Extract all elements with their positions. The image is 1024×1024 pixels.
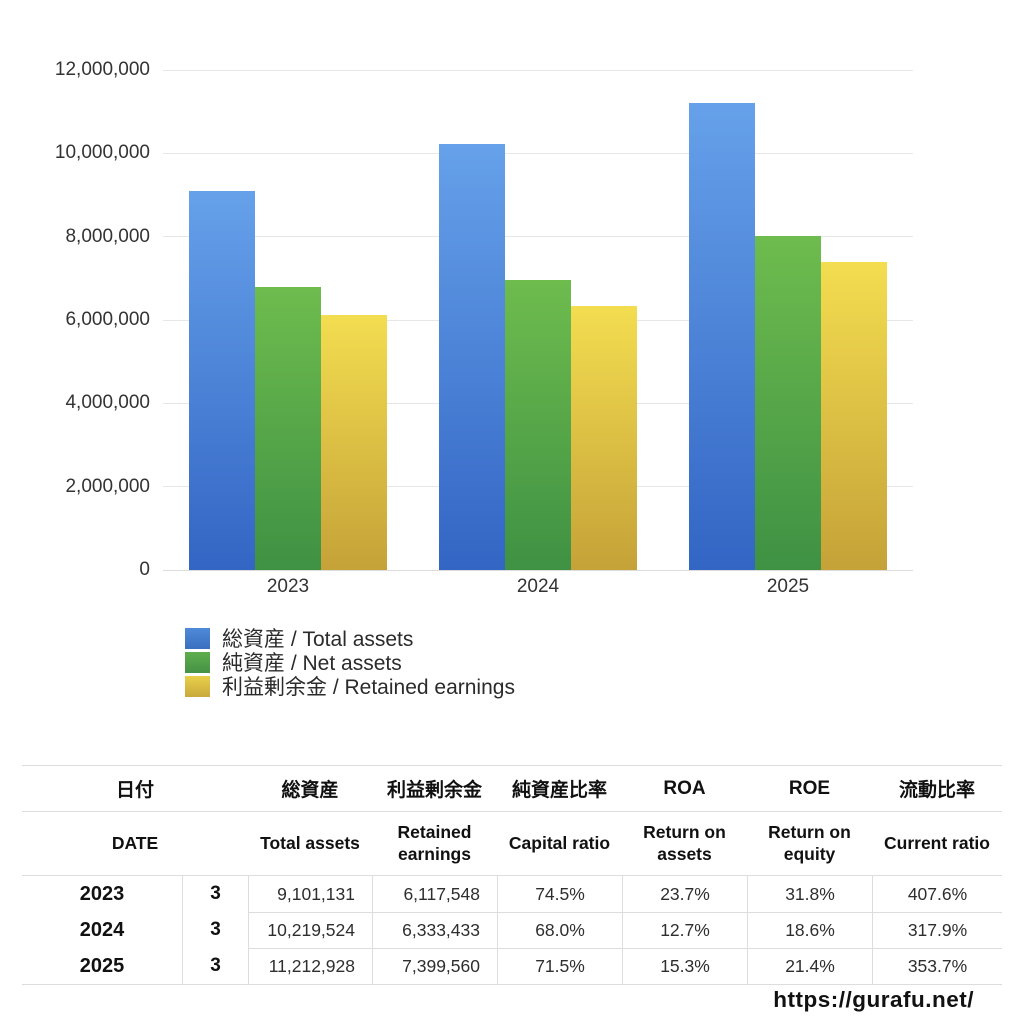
bar-retained-earnings-2023 [321, 315, 387, 570]
cell-total-assets: 11,212,928 [248, 948, 372, 984]
header-roe-jp: ROE [788, 777, 831, 799]
cell-current-ratio: 407.6% [872, 876, 1002, 912]
y-axis-tick-label: 4,000,000 [65, 392, 150, 414]
cell-year: 2025 [79, 954, 125, 977]
cell-roe: 18.6% [747, 912, 872, 948]
cell-year: 2024 [79, 918, 125, 941]
x-axis-label-2024: 2024 [516, 576, 560, 597]
legend-swatch-net-assets [185, 651, 210, 673]
x-axis-label-2025: 2025 [766, 576, 810, 597]
cell-capital-ratio: 74.5% [497, 876, 622, 912]
gridline-10000000 [163, 152, 913, 154]
cell-roa: 15.3% [622, 948, 747, 984]
table-row-2023: 2023 3 9,101,131 6,117,548 74.5% 23.7% 31.8% 40… [22, 876, 1002, 912]
bar-retained-earnings-2025 [821, 261, 887, 570]
cell-roe: 31.8% [747, 876, 872, 912]
cell-retained-earnings: 7,399,560 [372, 948, 497, 984]
bar-net-assets-2025 [755, 235, 821, 570]
header-capital-ratio-jp: 純資産比率 [511, 780, 607, 801]
bar-net-assets-2024 [505, 280, 571, 570]
legend-item-net-assets: 純資産 / Net assets [185, 650, 515, 675]
header-roa-jp: ROA [663, 777, 706, 799]
cell-retained-earnings: 6,333,433 [372, 912, 497, 948]
cell-roa: 12.7% [622, 912, 747, 948]
legend-label-total-assets: 総資産 / Total assets [222, 628, 414, 651]
header-total-assets-en: Total assets [260, 832, 360, 853]
chart-legend: 総資産 / Total assets 純資産 / Net assets 利益剰余… [185, 626, 515, 699]
legend-swatch-total-assets [185, 627, 210, 649]
cell-roa: 23.7% [622, 876, 747, 912]
cell-year: 2023 [79, 882, 125, 905]
legend-item-retained-earnings: 利益剰余金 / Retained earnings [185, 674, 515, 699]
header-date-jp: 日付 [115, 780, 154, 801]
gridline-8000000 [163, 236, 913, 238]
header-total-assets-jp: 総資産 [281, 780, 339, 801]
y-axis-tick-label: 12,000,000 [54, 59, 150, 80]
gridline-12000000 [163, 69, 913, 71]
x-axis-label-2023: 2023 [266, 576, 310, 597]
cell-current-ratio: 317.9% [872, 912, 1002, 948]
legend-label-retained-earnings: 利益剰余金 / Retained earnings [222, 676, 515, 699]
watermark-url: https://gurafu.net/ [773, 987, 974, 1012]
y-axis-tick-label: 0 [139, 559, 150, 580]
cell-roe: 21.4% [747, 948, 872, 984]
header-roe-en: Return on equity [768, 821, 851, 864]
header-capital-ratio-en: Capital ratio [508, 832, 611, 853]
cell-current-ratio: 353.7% [872, 948, 1002, 984]
cell-retained-earnings: 6,117,548 [372, 876, 497, 912]
cell-capital-ratio: 71.5% [497, 948, 622, 984]
y-axis-tick-label: 8,000,000 [65, 225, 150, 247]
bar-retained-earnings-2024 [571, 306, 637, 570]
bar-chart: 0 2,000,000 4,000,000 6,000,000 8,000,000 10,… [54, 59, 913, 597]
cell-month: 3 [182, 876, 248, 912]
header-date-en: DATE [111, 832, 159, 853]
cell-total-assets: 10,219,524 [248, 912, 372, 948]
gridline-0 [163, 569, 913, 571]
table-header-row-jp: 日付 総資産 利益剰余金 純資産比率 ROA ROE 流動比率 [22, 766, 1002, 812]
cell-month: 3 [182, 912, 248, 948]
legend-label-net-assets: 純資産 / Net assets [222, 652, 402, 675]
y-axis-tick-label: 6,000,000 [65, 309, 150, 330]
table-row-2024: 2024 3 10,219,524 6,333,433 68.0% 12.7% 18.6% 3… [22, 912, 1002, 948]
legend-swatch-retained-earnings [185, 675, 210, 697]
header-current-ratio-jp: 流動比率 [898, 780, 975, 801]
bar-total-assets-2023 [189, 190, 255, 570]
table-body: 2023 3 9,101,131 6,117,548 74.5% 23.7% 31.8% 40… [22, 876, 1002, 984]
header-current-ratio-en: Current ratio [884, 832, 990, 853]
financial-table: 日付 総資産 利益剰余金 純資産比率 ROA ROE 流動比率 DATE Tot… [22, 765, 1002, 985]
y-axis-tick-label: 10,000,000 [54, 142, 150, 164]
cell-month: 3 [182, 948, 248, 984]
cell-capital-ratio: 68.0% [497, 912, 622, 948]
legend-item-total-assets: 総資産 / Total assets [185, 626, 515, 651]
table-header-row-en: DATE Total assets Retained earnings Capi… [22, 812, 1002, 876]
header-retained-en: Retained earnings [397, 821, 472, 864]
bar-total-assets-2024 [439, 144, 505, 570]
cell-total-assets: 9,101,131 [248, 876, 372, 912]
header-retained-jp: 利益剰余金 [386, 780, 482, 801]
table-row-2025: 2025 3 11,212,928 7,399,560 71.5% 15.3% 21.4% 3… [22, 948, 1002, 984]
bar-net-assets-2023 [255, 287, 321, 570]
y-axis-tick-label: 2,000,000 [65, 475, 150, 497]
bar-total-assets-2025 [689, 102, 755, 570]
header-roa-en: Return on assets [643, 821, 726, 864]
